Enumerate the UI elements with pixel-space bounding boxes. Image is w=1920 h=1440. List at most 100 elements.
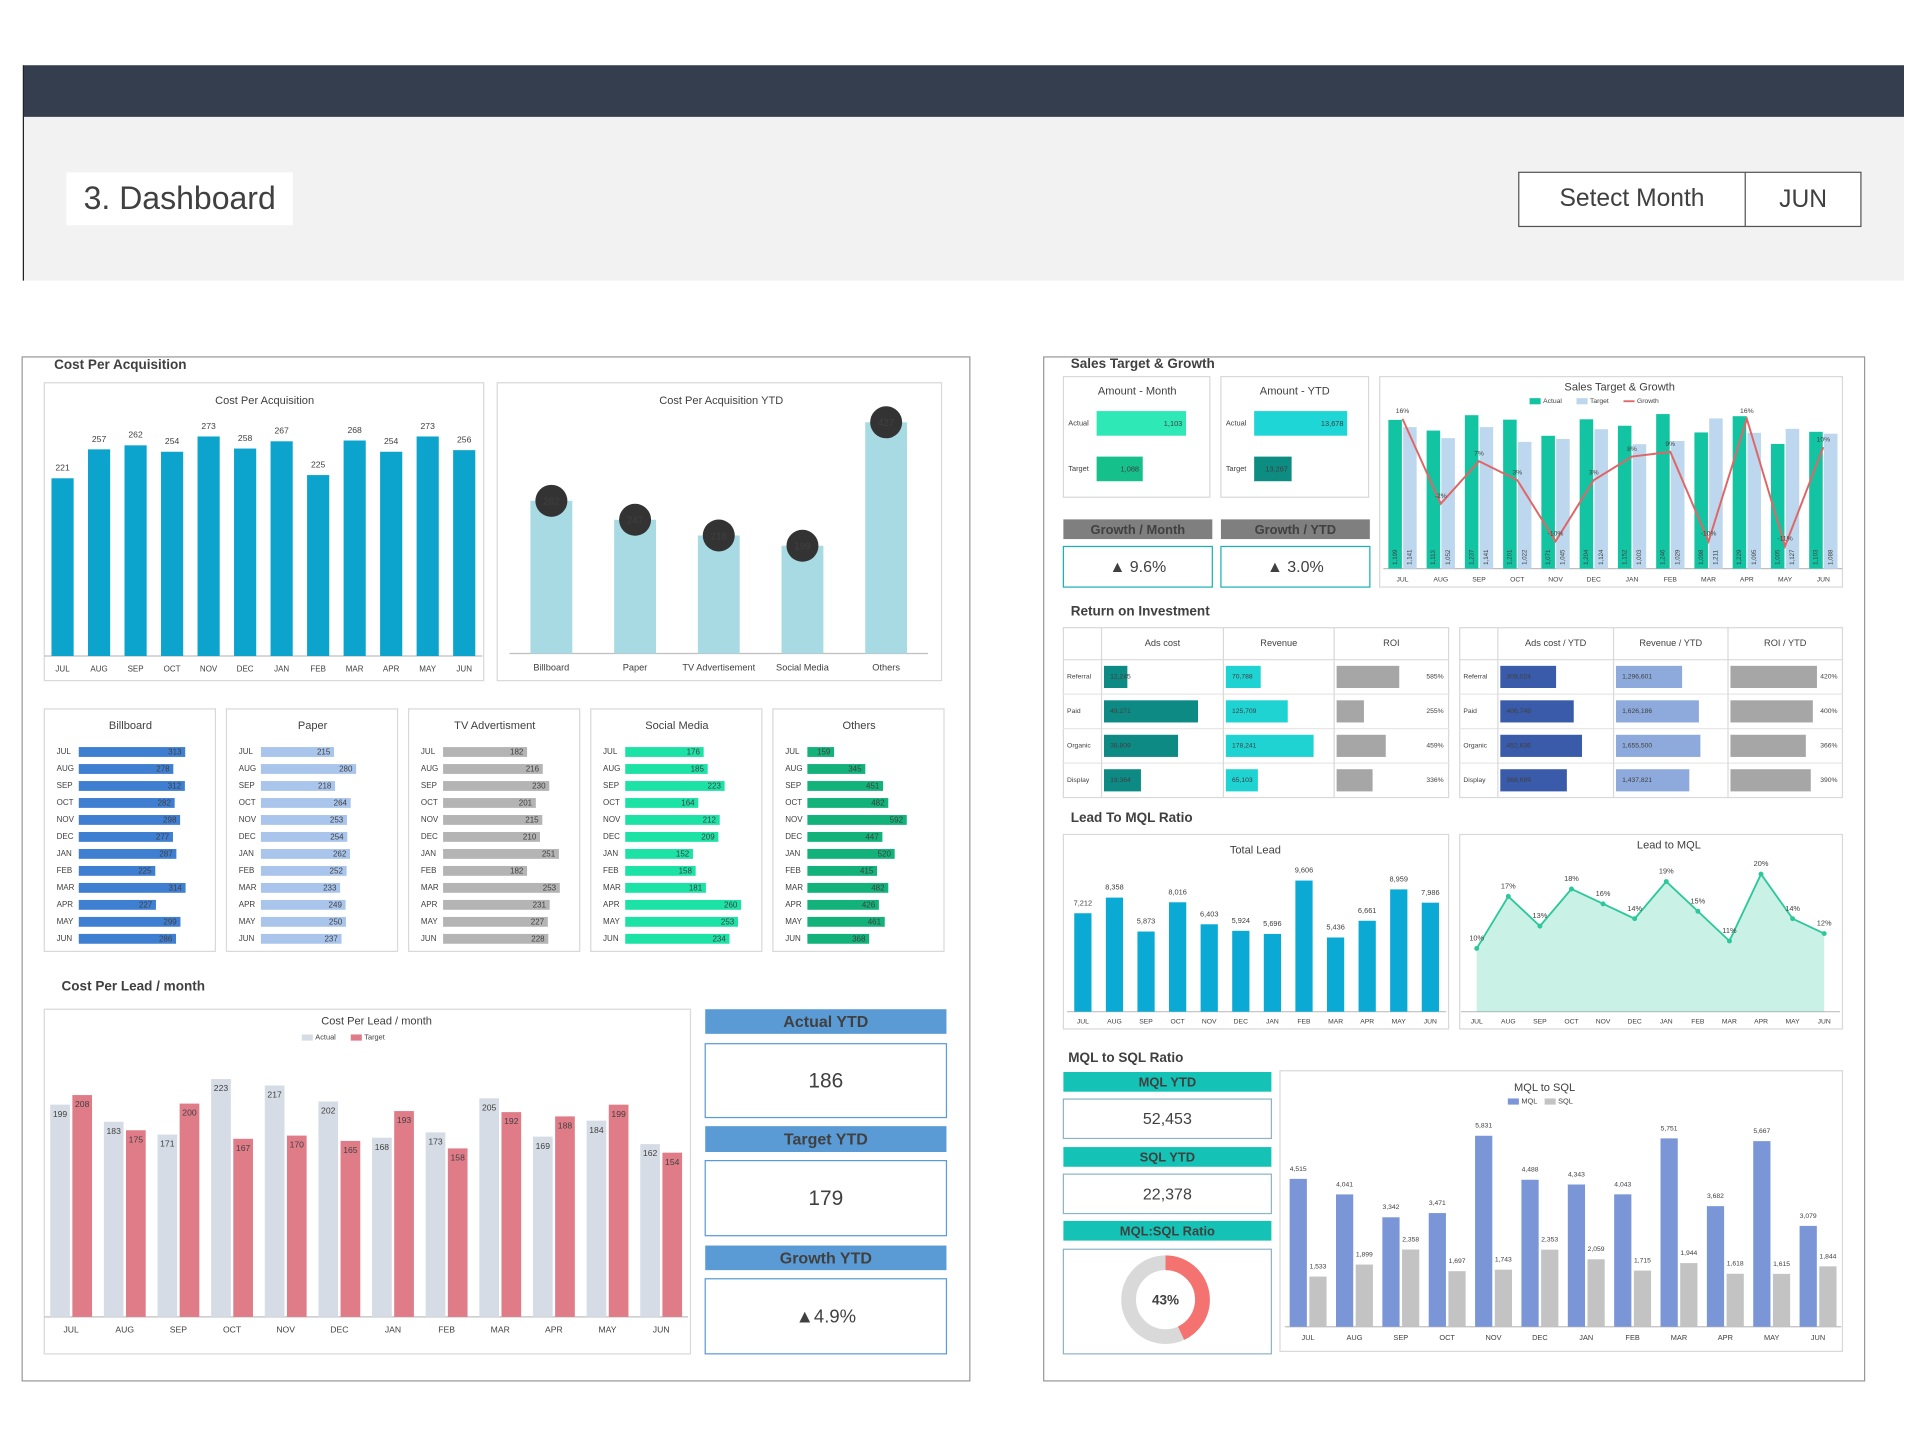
x-tick-label: NOV: [1486, 1333, 1502, 1342]
data-label: 1,127: [1789, 549, 1796, 565]
kpi-value: ▲ 9.6%: [1109, 559, 1166, 576]
bar: [1730, 665, 1817, 688]
bar: [1479, 427, 1494, 569]
bar: [625, 882, 706, 893]
data-label: 199: [611, 1109, 626, 1119]
data-label: 13,678: [1321, 419, 1344, 428]
bar: [625, 848, 693, 859]
data-label: 1,715: [1634, 1258, 1651, 1265]
data-label: 38,809: [1110, 743, 1131, 750]
column-header: Revenue / YTD: [1639, 638, 1702, 648]
bar: [161, 451, 184, 656]
x-tick-label: SEP: [1533, 1018, 1547, 1025]
bar: [78, 882, 186, 893]
bar: [1730, 700, 1813, 723]
bar: [1799, 1225, 1817, 1327]
month-selector[interactable]: [1518, 171, 1862, 228]
y-tick-label: JUL: [603, 747, 618, 756]
bar: [453, 450, 476, 656]
bar: [555, 1116, 575, 1317]
bar: [443, 916, 548, 927]
bar: [443, 832, 540, 842]
data-label: 1,199: [1392, 549, 1399, 565]
data-label: 3%: [1512, 470, 1522, 477]
bar: [1326, 937, 1345, 1012]
y-tick-label: SEP: [603, 781, 619, 790]
data-label: 234: [712, 935, 726, 944]
bar: [260, 848, 351, 859]
data-label: 1,088: [1827, 549, 1834, 565]
bar: [78, 832, 173, 842]
kpi-value: 52,453: [1143, 1111, 1192, 1128]
y-tick-label: JUN: [603, 934, 619, 943]
bar: [640, 1144, 660, 1317]
data-label: 212: [703, 816, 717, 825]
chart-box: [1220, 376, 1370, 498]
data-label: 1,052: [1445, 549, 1452, 565]
bar: [307, 475, 330, 656]
data-label: 451: [866, 782, 880, 791]
x-tick-label: OCT: [223, 1325, 242, 1335]
top-bar: [23, 65, 1904, 117]
y-tick-label: APR: [603, 900, 620, 909]
x-tick-label: JUL: [55, 665, 70, 674]
bar: [614, 519, 656, 654]
bar: [1632, 444, 1647, 569]
bar: [1105, 897, 1124, 1012]
x-tick-label: NOV: [200, 665, 218, 674]
y-tick-label: OCT: [603, 798, 620, 807]
data-label: 159: [817, 748, 831, 757]
bar: [50, 1104, 70, 1317]
bar: [1254, 411, 1348, 436]
kpi-header: [1063, 519, 1213, 540]
data-label: 10%: [1469, 934, 1484, 943]
bar: [1225, 700, 1288, 723]
area-line: [1475, 872, 1825, 949]
data-label: 1,113: [1430, 549, 1437, 564]
y-tick-label: APR: [57, 900, 74, 909]
data-label: 4,343: [1568, 1171, 1585, 1178]
data-label: 184: [589, 1125, 604, 1135]
x-tick-label: JUN: [653, 1325, 670, 1335]
data-label: 1,141: [1483, 549, 1490, 565]
bar: [260, 832, 348, 842]
column-header: Ads cost: [1145, 638, 1181, 648]
bar: [1421, 902, 1439, 1012]
x-tick-label: JUN: [1818, 1018, 1831, 1025]
data-label: 368,689: [1506, 777, 1531, 784]
chart-box: [704, 1278, 948, 1355]
x-tick-label: OCT: [1510, 576, 1524, 583]
data-label: 215: [525, 816, 539, 825]
bar: [530, 500, 573, 654]
data-label: 298: [163, 816, 177, 825]
row-label: Referral: [1067, 674, 1092, 681]
data-label: 20%: [1754, 859, 1769, 868]
data-label: 5,436: [1326, 923, 1344, 932]
data-label: 253: [330, 816, 344, 825]
data-label: 1,003: [1636, 549, 1643, 565]
y-tick-label: OCT: [57, 798, 74, 807]
data-label: 201: [519, 799, 533, 808]
column-header: ROI / YTD: [1764, 638, 1807, 648]
bar: [260, 798, 351, 808]
bar: [443, 865, 528, 876]
data-label: 1,246: [1660, 549, 1667, 565]
data-label: 233: [323, 884, 337, 893]
data-label: 314: [169, 884, 183, 893]
x-tick-label: FEB: [1625, 1333, 1639, 1342]
bar: [372, 1137, 392, 1317]
data-label: 1,437,821: [1622, 777, 1652, 784]
chart-box: [1062, 1173, 1272, 1215]
bar: [260, 815, 347, 825]
bar: [625, 916, 738, 927]
data-label: 251: [542, 850, 556, 859]
x-tick-label: APR: [1360, 1018, 1374, 1025]
month-value[interactable]: JUN: [1779, 186, 1827, 213]
bar: [1475, 1135, 1493, 1327]
x-tick-label: FEB: [1297, 1018, 1311, 1025]
y-tick-label: NOV: [421, 815, 439, 824]
x-tick-label: DEC: [1234, 1018, 1248, 1025]
bar: [532, 1136, 553, 1317]
data-label: 170: [290, 1140, 305, 1150]
data-label: 1,237: [1468, 549, 1475, 565]
